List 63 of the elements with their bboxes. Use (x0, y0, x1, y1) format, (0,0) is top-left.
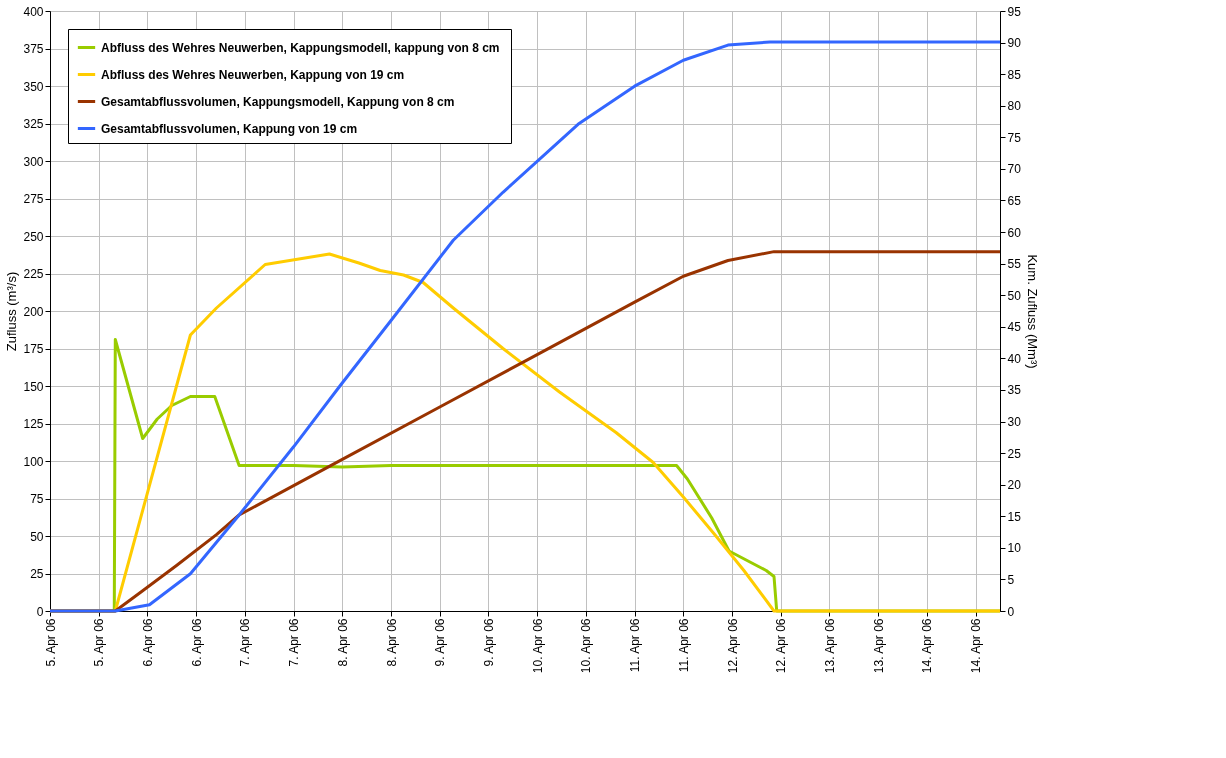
y-tick-label: 200 (23, 304, 44, 319)
x-tick-label: 10. Apr 06 (530, 618, 545, 674)
y-tick-label: 250 (23, 229, 44, 244)
y2-tick-label: 55 (1007, 257, 1022, 272)
y2-tick-label: 60 (1007, 225, 1022, 240)
y2-tick-label: 0 (1007, 604, 1015, 619)
x-tick-label: 13. Apr 06 (871, 618, 886, 674)
y2-tick-label: 50 (1007, 288, 1022, 303)
x-tick-label: 11. Apr 06 (628, 618, 643, 673)
x-tick-label: 6. Apr 06 (189, 618, 204, 667)
y-tick-label: 400 (23, 4, 44, 19)
x-tick-label: 9. Apr 06 (481, 618, 496, 667)
x-tick-label: 5. Apr 06 (43, 618, 58, 667)
x-tick-label: 10. Apr 06 (579, 618, 594, 674)
x-tick-label: 12. Apr 06 (774, 618, 789, 674)
y-tick-label: 125 (23, 417, 44, 431)
x-tick-label: 7. Apr 06 (287, 618, 302, 667)
x-tick-label: 7. Apr 06 (238, 618, 253, 667)
y2-tick-label: 5 (1007, 572, 1015, 587)
y2-tick-label: 45 (1007, 320, 1022, 335)
y2-tick-label: 70 (1007, 162, 1022, 177)
y2-tick-label: 40 (1007, 351, 1022, 366)
y-tick-label: 325 (23, 117, 44, 131)
y2-tick-label: 15 (1007, 509, 1022, 524)
y-tick-label: 100 (23, 454, 44, 469)
x-tick-label: 9. Apr 06 (433, 618, 448, 667)
legend-label: Abfluss des Wehres Neuwerben, Kappungsmodell, kappung von 8 cm (101, 40, 500, 55)
y-tick-label: 50 (30, 529, 44, 544)
x-tick-label: 6. Apr 06 (140, 618, 155, 667)
y2-tick-label: 75 (1007, 130, 1022, 145)
y2-tick-label: 85 (1007, 67, 1022, 82)
legend-label: Gesamtabflussvolumen, Kappung von 19 cm (101, 121, 358, 136)
x-tick-label: 8. Apr 06 (384, 618, 399, 667)
y2-tick-label: 20 (1007, 478, 1022, 493)
y-axis-title: Zufluss (m³/s) (4, 271, 20, 352)
y-tick-label: 225 (23, 267, 44, 281)
y2-tick-label: 80 (1007, 99, 1022, 114)
x-tick-label: 11. Apr 06 (676, 618, 691, 673)
y2-tick-label: 65 (1007, 193, 1022, 208)
y2-tick-label: 10 (1007, 541, 1022, 556)
y2-tick-label: 30 (1007, 415, 1022, 430)
y-tick-label: 350 (23, 79, 44, 94)
y2-tick-label: 35 (1007, 383, 1022, 398)
x-tick-label: 14. Apr 06 (969, 618, 984, 674)
y-tick-label: 275 (23, 192, 44, 206)
y2-tick-label: 95 (1007, 4, 1022, 19)
legend-label: Gesamtabflussvolumen, Kappungsmodell, Kappung von 8 cm (101, 94, 455, 109)
y-tick-label: 0 (36, 604, 44, 619)
y-tick-label: 150 (23, 379, 44, 394)
legend-label: Abfluss des Wehres Neuwerben, Kappung von 19 cm (101, 67, 405, 82)
y2-tick-label: 25 (1007, 446, 1022, 461)
y-tick-label: 375 (23, 42, 44, 56)
y-tick-label: 75 (30, 492, 44, 506)
x-tick-label: 5. Apr 06 (92, 618, 107, 667)
y-tick-label: 25 (30, 567, 44, 581)
x-tick-label: 8. Apr 06 (335, 618, 350, 667)
y-tick-label: 175 (23, 342, 44, 356)
y2-axis-title: Kum. Zufluss (Mm³) (1024, 254, 1040, 369)
x-tick-label: 13. Apr 06 (822, 618, 837, 674)
x-tick-label: 12. Apr 06 (725, 618, 740, 674)
x-tick-label: 14. Apr 06 (920, 618, 935, 674)
y-tick-label: 300 (23, 154, 44, 169)
y2-tick-label: 90 (1007, 36, 1022, 51)
